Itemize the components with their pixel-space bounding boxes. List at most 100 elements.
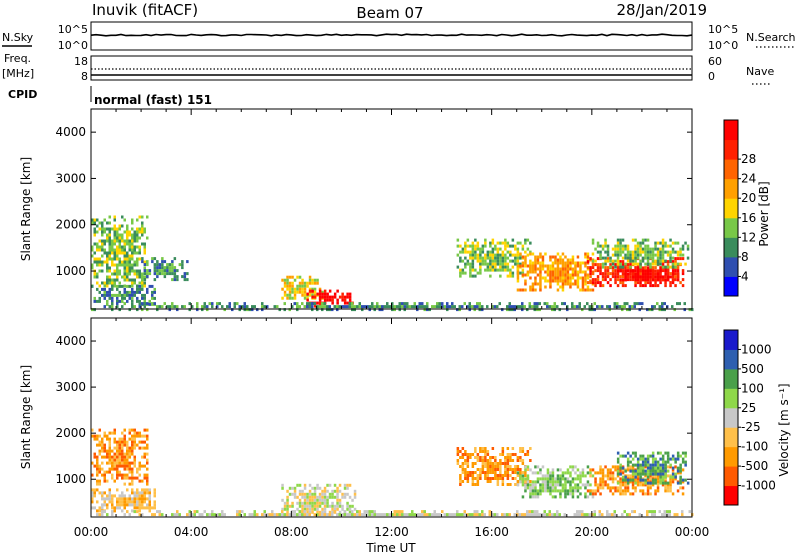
- heatmap-cell: [614, 486, 617, 490]
- heatmap-cell: [181, 263, 184, 267]
- heatmap-cell: [524, 273, 527, 277]
- heatmap-cell: [111, 458, 114, 462]
- heatmap-cell: [286, 284, 289, 288]
- heatmap-cell: [564, 279, 567, 283]
- heatmap-cell: [659, 278, 662, 282]
- heatmap-cell: [96, 245, 99, 249]
- heatmap-cell: [298, 281, 302, 285]
- heatmap-cell: [456, 447, 460, 450]
- heatmap-cell: [96, 224, 99, 228]
- heatmap-cell: [476, 477, 480, 480]
- heatmap-cell: [313, 302, 316, 306]
- heatmap-cell: [594, 480, 597, 484]
- heatmap-cell: [513, 513, 516, 517]
- heatmap-cell: [646, 481, 650, 485]
- heatmap-cell: [588, 513, 591, 517]
- heatmap-cell: [543, 302, 546, 306]
- heatmap-cell: [466, 453, 470, 456]
- heatmap-cell: [351, 305, 354, 309]
- heatmap-cell: [631, 486, 635, 490]
- heatmap-cell: [466, 459, 470, 462]
- heatmap-cell: [138, 251, 141, 255]
- heatmap-cell: [108, 257, 111, 261]
- heatmap-cell: [626, 253, 630, 257]
- heatmap-cell: [121, 461, 124, 465]
- heatmap-cell: [121, 497, 124, 501]
- heatmap-cell: [128, 452, 131, 456]
- heatmap-cell: [556, 489, 560, 493]
- heatmap-cell: [651, 457, 655, 461]
- heatmap-cell: [348, 504, 352, 508]
- heatmap-cell: [471, 256, 475, 260]
- heatmap-cell: [641, 247, 645, 251]
- heatmap-cell: [128, 245, 131, 249]
- heatmap-cell: [348, 295, 352, 299]
- heatmap-cell: [338, 504, 342, 508]
- heatmap-cell: [609, 284, 612, 288]
- freq-right-tick-top: 60: [708, 55, 722, 68]
- heatmap-cell: [534, 282, 537, 286]
- heatmap-cell: [459, 480, 462, 483]
- heatmap-cell: [401, 513, 404, 517]
- heatmap-cell: [484, 471, 487, 474]
- heatmap-cell: [464, 262, 467, 266]
- heatmap-cell: [509, 453, 512, 456]
- heatmap-cell: [601, 477, 605, 481]
- heatmap-cell: [176, 278, 179, 282]
- heatmap-cell: [656, 466, 660, 470]
- heatmap-cell: [464, 468, 467, 471]
- heatmap-cell: [664, 472, 667, 476]
- colorbar-swatch: [724, 178, 738, 199]
- heatmap-cell: [631, 238, 635, 242]
- heatmap-cell: [323, 513, 326, 517]
- heatmap-cell: [291, 486, 294, 490]
- heatmap-cell: [116, 440, 119, 444]
- colorbar-tick-label: 25: [741, 401, 756, 415]
- heatmap-cell: [476, 510, 479, 514]
- heatmap-cell: [328, 295, 332, 299]
- heatmap-cell: [321, 489, 324, 493]
- heatmap-cell: [138, 305, 141, 309]
- heatmap-cell: [106, 449, 109, 453]
- heatmap-cell: [619, 260, 622, 264]
- heatmap-cell: [163, 275, 167, 279]
- heatmap-cell: [96, 470, 99, 474]
- heatmap-cell: [536, 477, 540, 481]
- heatmap-cell: [316, 483, 319, 487]
- heatmap-cell: [631, 510, 634, 514]
- heatmap-cell: [484, 244, 487, 248]
- heatmap-cell: [571, 305, 574, 309]
- heatmap-cell: [421, 302, 424, 306]
- heatmap-cell: [116, 287, 119, 291]
- heatmap-cell: [634, 454, 637, 458]
- heatmap-cell: [138, 257, 141, 261]
- heatmap-cell: [566, 270, 570, 274]
- heatmap-cell: [473, 510, 476, 514]
- heatmap-cell: [591, 308, 594, 312]
- heatmap-cell: [659, 272, 662, 276]
- heatmap-cell: [594, 284, 597, 288]
- heatmap-cell: [91, 263, 94, 267]
- heatmap-cell: [644, 269, 647, 273]
- heatmap-cell: [546, 471, 550, 475]
- heatmap-cell: [173, 513, 176, 517]
- heatmap-cell: [616, 451, 620, 455]
- heatmap-cell: [313, 287, 317, 291]
- heatmap-cell: [93, 299, 96, 303]
- heatmap-cell: [238, 305, 241, 309]
- heatmap-cell: [551, 474, 555, 478]
- heatmap-cell: [471, 247, 475, 251]
- heatmap-cell: [611, 474, 615, 478]
- heatmap-cell: [469, 262, 472, 266]
- heatmap-cell: [511, 477, 515, 480]
- nsky-label: N.Sky: [2, 31, 34, 44]
- heatmap-cell: [136, 275, 139, 279]
- heatmap-cell: [606, 513, 609, 517]
- heatmap-cell: [614, 278, 617, 282]
- heatmap-cell: [611, 477, 615, 481]
- heatmap-cell: [514, 256, 517, 260]
- heatmap-cell: [108, 236, 111, 240]
- heatmap-cell: [529, 288, 532, 292]
- heatmap-cell: [98, 290, 101, 294]
- heatmap-cell: [123, 497, 126, 501]
